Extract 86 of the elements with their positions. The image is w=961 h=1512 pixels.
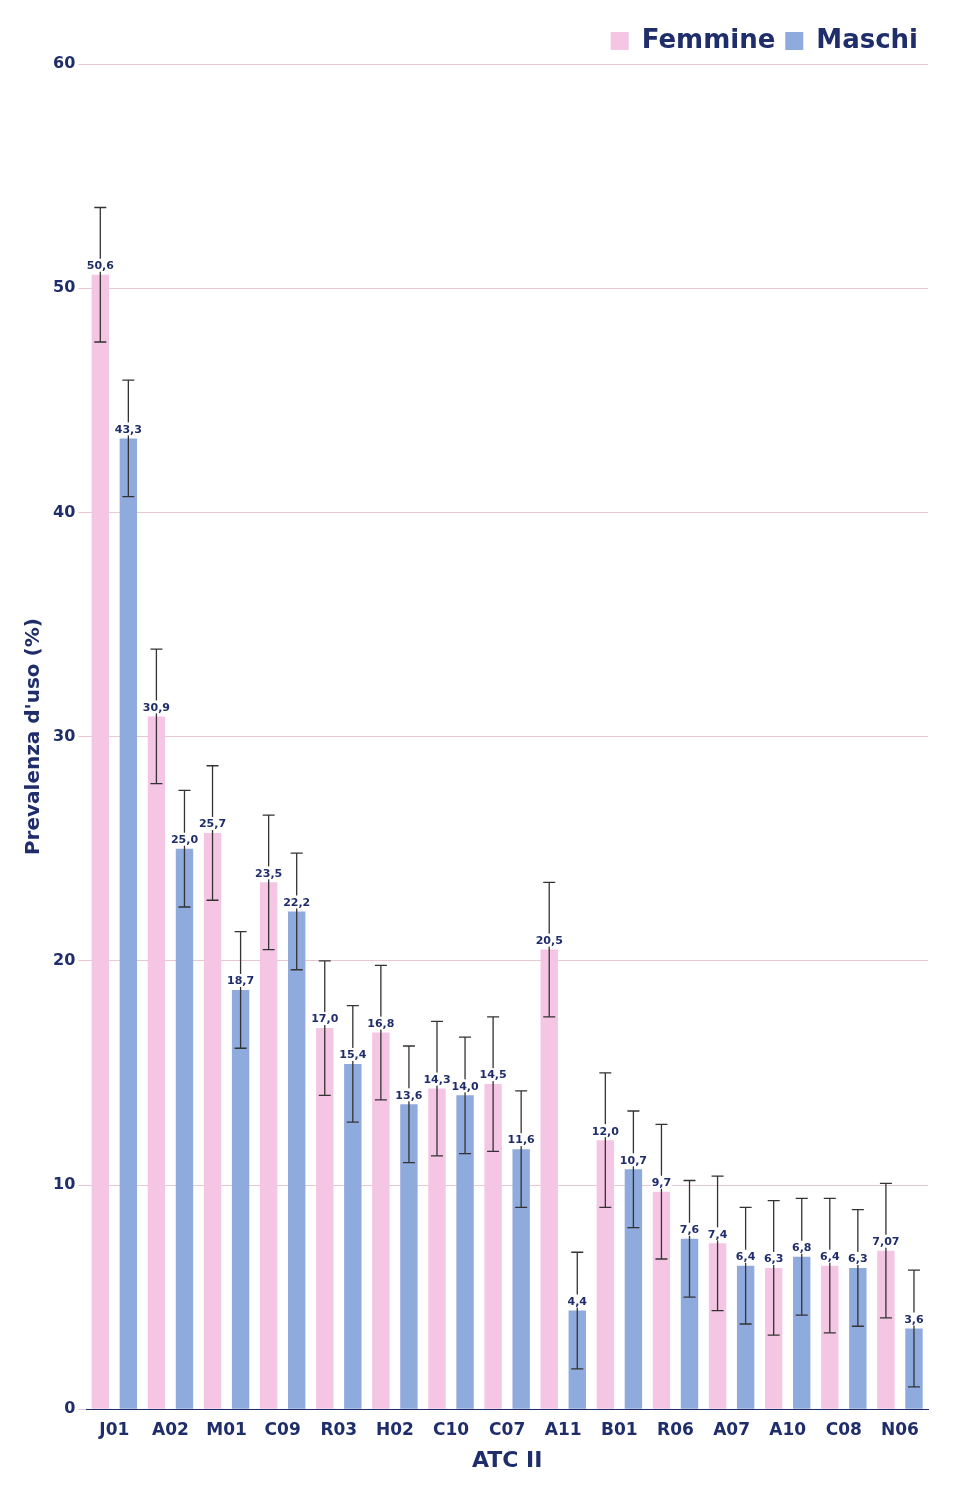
- data-label: 6,4: [735, 1250, 756, 1264]
- bar: [568, 1310, 586, 1409]
- data-label: 17,0: [311, 1012, 339, 1026]
- bar: [119, 438, 138, 1409]
- x-tick-label: H02: [375, 1418, 414, 1439]
- data-label: 7,4: [707, 1227, 728, 1241]
- bar: [652, 1191, 671, 1409]
- data-label: 23,5: [255, 866, 283, 880]
- y-tick-label: 30: [53, 725, 76, 745]
- data-label: 14,5: [479, 1068, 507, 1082]
- data-label: 6,3: [848, 1252, 868, 1266]
- bar: [428, 1088, 446, 1409]
- bar: [680, 1238, 699, 1409]
- bar: [259, 882, 278, 1409]
- x-tick-label: C08: [825, 1418, 862, 1439]
- data-label: 11,6: [507, 1133, 536, 1147]
- data-label: 4,4: [567, 1294, 588, 1308]
- bar: [372, 1032, 390, 1409]
- y-axis-title: Prevalenza d'uso (%): [20, 618, 45, 856]
- x-tick-label: A10: [769, 1418, 807, 1439]
- data-label: 50,6: [86, 259, 115, 273]
- data-label: 20,5: [535, 933, 563, 947]
- data-label: 12,0: [591, 1124, 620, 1138]
- bar: [821, 1265, 839, 1409]
- bar: [849, 1267, 867, 1409]
- bar: [231, 989, 250, 1409]
- data-label: 43,3: [114, 422, 142, 436]
- data-label: 9,7: [651, 1176, 672, 1190]
- legend-label: Maschi: [816, 23, 919, 54]
- y-tick-label: 20: [53, 949, 76, 969]
- data-label: 6,3: [763, 1252, 784, 1266]
- data-label: 25,0: [170, 833, 199, 847]
- x-tick-label: R03: [320, 1418, 358, 1439]
- bar: [456, 1095, 474, 1409]
- bar: [624, 1169, 643, 1409]
- x-tick-label: J01: [98, 1418, 130, 1439]
- x-tick-label: C09: [264, 1418, 301, 1439]
- data-label: 22,2: [283, 895, 311, 909]
- bar: [877, 1250, 895, 1409]
- bar: [91, 274, 109, 1409]
- bar: [316, 1028, 334, 1409]
- bar: [288, 911, 306, 1409]
- x-tick-label: A11: [544, 1418, 582, 1439]
- data-label: 18,7: [227, 974, 255, 988]
- x-tick-label: C07: [489, 1418, 526, 1439]
- x-tick-label: N06: [881, 1418, 919, 1439]
- x-tick-label: B01: [601, 1418, 638, 1439]
- bar: [484, 1084, 502, 1409]
- x-axis-title: ATC II: [471, 1446, 543, 1472]
- x-tick-label: A07: [713, 1418, 751, 1439]
- bar: [512, 1149, 530, 1409]
- bar: [344, 1063, 362, 1409]
- data-label: 15,4: [339, 1048, 367, 1062]
- y-tick-label: 0: [64, 1398, 76, 1418]
- bar: [596, 1140, 615, 1409]
- data-label: 25,7: [198, 817, 227, 831]
- data-label: 6,8: [791, 1241, 812, 1255]
- bar: [905, 1328, 923, 1409]
- bar: [147, 716, 166, 1409]
- bar: [708, 1243, 727, 1409]
- bar: [400, 1104, 418, 1409]
- legend-label: Femmine: [641, 23, 776, 54]
- x-tick-label: R06: [657, 1418, 694, 1439]
- data-label: 6,4: [820, 1250, 840, 1264]
- x-tick-label: C10: [432, 1418, 470, 1439]
- data-label: 3,6: [904, 1312, 925, 1326]
- y-tick-label: 40: [53, 501, 76, 521]
- y-tick-label: 50: [53, 277, 76, 297]
- data-label: 14,3: [423, 1072, 451, 1086]
- bar: [203, 833, 222, 1409]
- bar: [764, 1267, 783, 1409]
- data-label: 16,8: [367, 1016, 395, 1030]
- data-label: 14,0: [451, 1079, 479, 1093]
- data-label: 10,7: [619, 1153, 647, 1167]
- x-tick-label: M01: [206, 1418, 247, 1439]
- y-tick-label: 10: [53, 1174, 76, 1194]
- data-label: 7,6: [679, 1223, 700, 1237]
- data-label: 7,07: [872, 1235, 900, 1249]
- bar: [736, 1265, 755, 1409]
- x-tick-label: A02: [152, 1418, 189, 1439]
- y-tick-label: 60: [53, 53, 76, 73]
- data-label: 13,6: [395, 1088, 423, 1102]
- data-label: 30,9: [142, 700, 170, 714]
- bar: [175, 848, 194, 1409]
- bar: [793, 1256, 811, 1409]
- bar: [540, 949, 558, 1409]
